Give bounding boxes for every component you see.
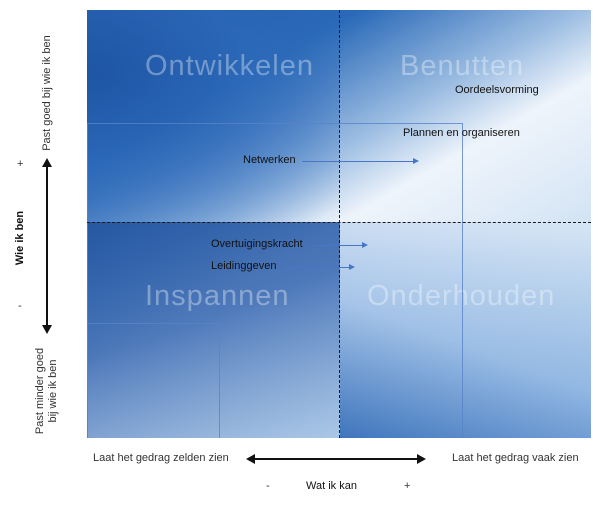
overtuigingskracht-arrow — [313, 242, 368, 248]
y-axis-bottom-label-line1: Past minder goed — [34, 347, 46, 435]
shade-top-left — [87, 10, 340, 222]
y-axis-bottom-label-line2: bij wie ik ben — [47, 359, 59, 423]
quadrant-label-bottom-left: Inspannen — [145, 280, 290, 312]
x-axis-title: Wat ik kan — [306, 480, 357, 492]
netwerken-arrow — [302, 158, 419, 164]
horizontal-dashed-line — [87, 222, 591, 223]
item-overtuigingskracht: Overtuigingskracht — [211, 238, 303, 250]
shade-bottom-right — [340, 222, 591, 438]
quadrant-plot: Ontwikkelen Benutten Inspannen Onderhoud… — [87, 10, 591, 438]
leidinggeven-arrow — [284, 264, 355, 270]
y-axis-top-label: Past goed bij wie ik ben — [41, 35, 53, 151]
item-plannen-en-organiseren: Plannen en organiseren — [403, 127, 520, 139]
y-axis-plus: + — [17, 158, 24, 170]
x-axis-left-label: Laat het gedrag zelden zien — [93, 452, 229, 464]
y-axis-title: Wie ik ben — [14, 210, 26, 266]
quadrant-label-top-right: Benutten — [400, 50, 525, 82]
y-axis-minus: - — [18, 300, 22, 312]
quadrant-label-top-left: Ontwikkelen — [145, 50, 314, 82]
item-leidinggeven: Leidinggeven — [211, 260, 277, 272]
item-netwerken: Netwerken — [243, 154, 296, 166]
x-axis-minus: - — [266, 480, 270, 492]
y-axis-bottom-label: Past minder goed bij wie ik ben — [34, 336, 60, 446]
y-axis-double-arrow — [42, 158, 52, 334]
quadrant-label-bottom-right: Onderhouden — [367, 280, 556, 312]
x-axis-right-label: Laat het gedrag vaak zien — [452, 452, 579, 464]
vertical-dashed-line — [339, 10, 340, 438]
x-axis-double-arrow — [246, 454, 426, 464]
shade-bottom-left — [87, 222, 340, 438]
item-oordeelsvorming: Oordeelsvorming — [455, 84, 539, 96]
x-axis-plus: + — [404, 480, 411, 492]
